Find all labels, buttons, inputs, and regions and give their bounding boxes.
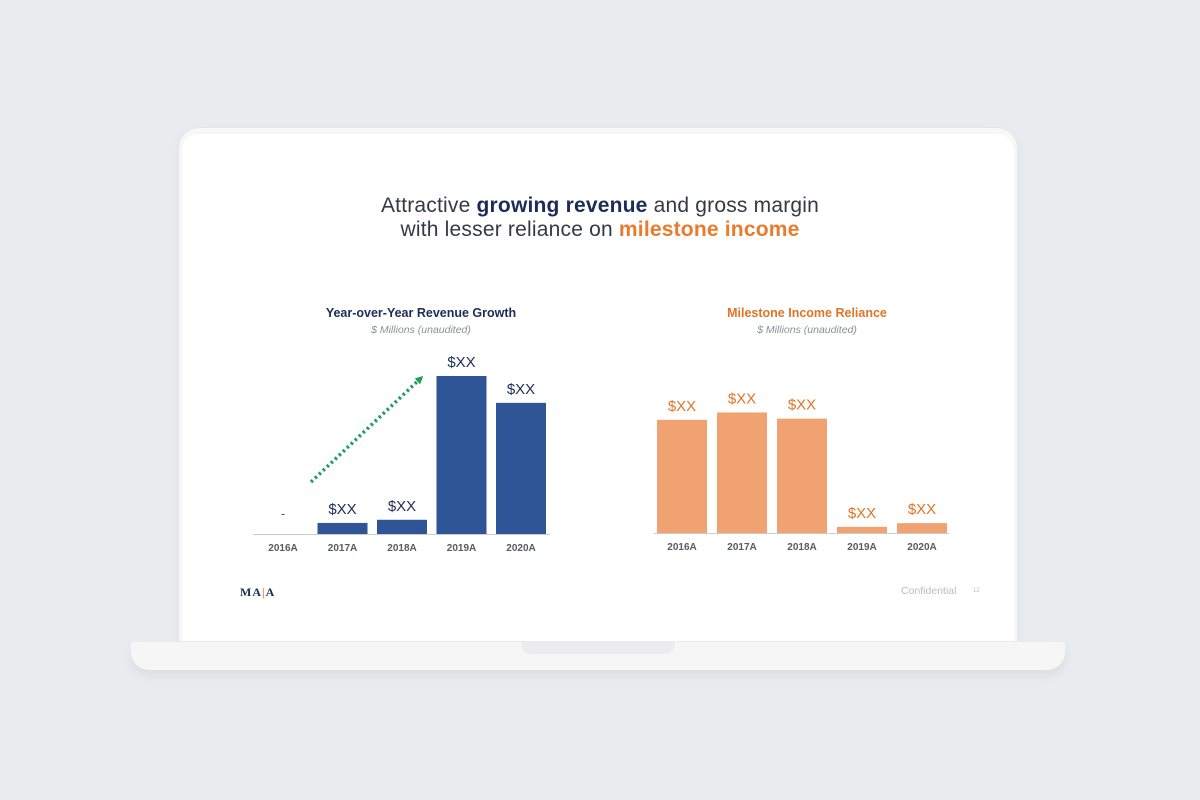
milestone-bar-2020A	[897, 523, 947, 533]
headline-text: with lesser reliance on	[400, 218, 619, 241]
logo-text: A	[265, 585, 276, 599]
revenue-bar-2018A	[377, 519, 427, 534]
slide-screen	[182, 134, 1014, 642]
headline-line-1: Attractive growing revenue and gross mar…	[0, 194, 1200, 218]
milestone-tick-label-2016A: 2016A	[667, 542, 696, 553]
milestone-income-chart: $XX 2016A $XX 2017A $XX 2018A $XX 2019A $XX 2020A	[654, 390, 949, 553]
milestone-tick-label-2017A: 2017A	[727, 542, 756, 553]
milestone-data-label-2016A: $XX	[668, 398, 696, 415]
headline-line-2: with lesser reliance on milestone income	[0, 218, 1200, 242]
maia-logo: MA|A	[240, 585, 275, 600]
milestone-bar-2017A	[717, 412, 767, 533]
milestone-tick-label-2020A: 2020A	[907, 542, 936, 553]
laptop-notch	[521, 642, 675, 654]
revenue-tick-label-2020A: 2020A	[506, 543, 535, 554]
confidential-label: Confidential	[901, 585, 957, 597]
revenue-tick-label-2016A: 2016A	[268, 543, 297, 554]
revenue-data-label-2018A: $XX	[388, 498, 416, 515]
revenue-data-label-2017A: $XX	[328, 501, 356, 518]
revenue-tick-label-2018A: 2018A	[387, 543, 416, 554]
headline-text: Attractive	[380, 194, 477, 217]
milestone-data-label-2020A: $XX	[908, 501, 936, 518]
revenue-tick-label-2019A: 2019A	[447, 543, 476, 554]
growth-trend-arrow	[309, 375, 424, 484]
milestone-bar-2016A	[657, 419, 707, 533]
revenue-bar-2020A	[496, 402, 546, 534]
milestone-bar-2018A	[777, 418, 827, 533]
milestone-bar-2019A	[837, 526, 887, 533]
revenue-data-label-2020A: $XX	[507, 381, 535, 398]
milestone-data-label-2019A: $XX	[848, 505, 876, 522]
milestone-data-label-2018A: $XX	[788, 397, 816, 414]
revenue-data-label-2016A: -	[281, 506, 285, 521]
revenue-tick-label-2017A: 2017A	[328, 543, 357, 554]
revenue-data-label-2019A: $XX	[447, 354, 475, 371]
chart-subtitle-milestone: $ Millions (unaudited)	[757, 324, 857, 336]
chart-subtitle-revenue: $ Millions (unaudited)	[371, 324, 471, 336]
headline-highlight-revenue: growing revenue	[476, 194, 648, 217]
revenue-bar-2017A	[317, 522, 368, 534]
headline-text: and gross margin	[647, 194, 820, 217]
chart-title-revenue: Year-over-Year Revenue Growth	[325, 306, 517, 320]
milestone-tick-label-2019A: 2019A	[847, 542, 876, 553]
headline-highlight-milestone: milestone income	[618, 218, 800, 241]
revenue-growth-chart: - 2016A $XX 2017A $XX 2018A $XX 2019A $XX 2020A	[253, 354, 550, 554]
page-number: 12	[973, 588, 980, 594]
chart-title-milestone: Milestone Income Reliance	[727, 306, 887, 320]
milestone-data-label-2017A: $XX	[728, 390, 756, 407]
milestone-tick-label-2018A: 2018A	[787, 542, 816, 553]
logo-divider: |	[262, 585, 266, 599]
revenue-bar-2019A	[436, 376, 487, 534]
logo-text: MA	[240, 585, 262, 599]
